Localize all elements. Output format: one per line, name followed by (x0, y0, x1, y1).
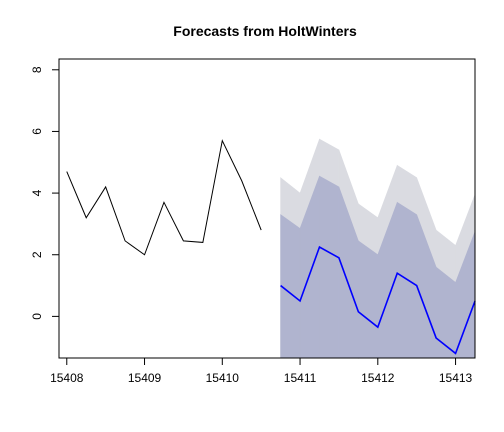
plot-frame (58, 58, 476, 359)
axes: 15408 15409 15410 15411 15412 15413 0 2 4 6 8 (30, 66, 473, 385)
band-80-segment (319, 175, 340, 359)
forecast-band-80 (280, 175, 476, 359)
x-tick-label: 15409 (128, 371, 162, 385)
y-tick-label: 0 (30, 313, 44, 320)
series-layer (66, 139, 476, 355)
y-tick-label: 4 (30, 189, 44, 196)
forecast-mean-line (280, 245, 476, 355)
x-tick-label: 15413 (439, 371, 473, 385)
y-tick-label: 6 (30, 128, 44, 135)
chart-title: Forecasts from HoltWinters (173, 23, 357, 39)
x-tick-label: 15411 (284, 371, 317, 385)
y-tick-label: 8 (30, 66, 44, 73)
band-80-segment (280, 214, 301, 359)
x-tick-label: 15408 (50, 371, 84, 385)
x-tick-label: 15410 (206, 371, 240, 385)
y-tick-label: 2 (30, 251, 44, 258)
observed-line (66, 139, 262, 256)
band-80-segment (435, 266, 456, 359)
band-80-segment (358, 240, 379, 359)
x-tick-label: 15412 (361, 371, 395, 385)
